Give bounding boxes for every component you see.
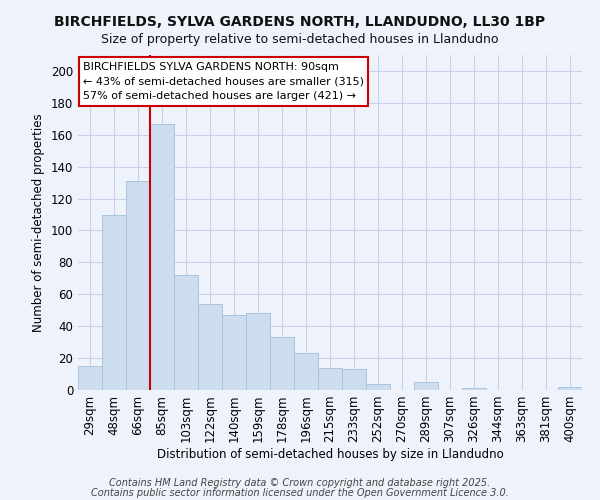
Bar [342,370,366,390]
Bar [198,304,222,390]
Bar [318,368,342,390]
Text: BIRCHFIELDS, SYLVA GARDENS NORTH, LLANDUDNO, LL30 1BP: BIRCHFIELDS, SYLVA GARDENS NORTH, LLANDU… [55,15,545,29]
Bar [246,314,270,390]
Bar [270,338,294,390]
Text: Contains HM Land Registry data © Crown copyright and database right 2025.: Contains HM Land Registry data © Crown c… [109,478,491,488]
Bar [222,315,246,390]
Bar [150,124,174,390]
Bar [78,366,102,390]
Bar [414,382,438,390]
Bar [102,214,126,390]
Bar [126,181,150,390]
Bar [294,354,318,390]
Text: Size of property relative to semi-detached houses in Llandudno: Size of property relative to semi-detach… [101,32,499,46]
Bar [174,275,198,390]
Bar [366,384,390,390]
X-axis label: Distribution of semi-detached houses by size in Llandudno: Distribution of semi-detached houses by … [157,448,503,461]
Bar [558,387,582,390]
Bar [462,388,486,390]
Text: BIRCHFIELDS SYLVA GARDENS NORTH: 90sqm
← 43% of semi-detached houses are smaller: BIRCHFIELDS SYLVA GARDENS NORTH: 90sqm ←… [83,62,364,102]
Text: Contains public sector information licensed under the Open Government Licence 3.: Contains public sector information licen… [91,488,509,498]
Y-axis label: Number of semi-detached properties: Number of semi-detached properties [32,113,45,332]
